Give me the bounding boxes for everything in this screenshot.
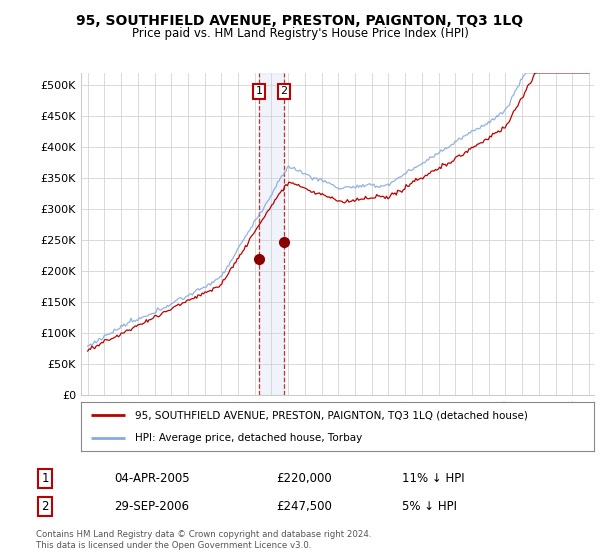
Text: HPI: Average price, detached house, Torbay: HPI: Average price, detached house, Torb… [135,433,362,444]
Text: 1: 1 [41,472,49,486]
Text: 95, SOUTHFIELD AVENUE, PRESTON, PAIGNTON, TQ3 1LQ (detached house): 95, SOUTHFIELD AVENUE, PRESTON, PAIGNTON… [135,410,528,421]
Text: 11% ↓ HPI: 11% ↓ HPI [402,472,464,486]
Bar [259,73,284,395]
Text: £247,500: £247,500 [276,500,332,514]
Text: 29-SEP-2006: 29-SEP-2006 [114,500,189,514]
Text: 2: 2 [41,500,49,514]
Text: 95, SOUTHFIELD AVENUE, PRESTON, PAIGNTON, TQ3 1LQ: 95, SOUTHFIELD AVENUE, PRESTON, PAIGNTON… [76,14,524,28]
Text: Price paid vs. HM Land Registry's House Price Index (HPI): Price paid vs. HM Land Registry's House … [131,27,469,40]
Text: 5% ↓ HPI: 5% ↓ HPI [402,500,457,514]
Text: 1: 1 [256,86,262,96]
Text: £220,000: £220,000 [276,472,332,486]
Text: This data is licensed under the Open Government Licence v3.0.: This data is licensed under the Open Gov… [36,541,311,550]
Text: Contains HM Land Registry data © Crown copyright and database right 2024.: Contains HM Land Registry data © Crown c… [36,530,371,539]
Text: 04-APR-2005: 04-APR-2005 [114,472,190,486]
Text: 2: 2 [280,86,287,96]
